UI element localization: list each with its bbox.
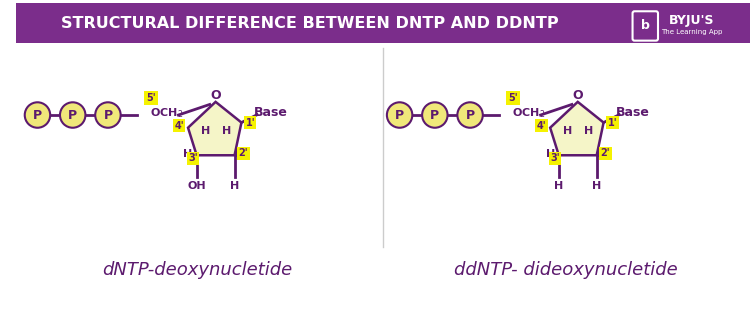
Text: 5': 5' bbox=[146, 93, 156, 103]
Text: O: O bbox=[572, 88, 583, 101]
Text: 5': 5' bbox=[509, 93, 518, 103]
Text: P: P bbox=[104, 109, 112, 122]
Text: 4': 4' bbox=[536, 121, 546, 131]
Text: BYJU'S: BYJU'S bbox=[668, 14, 714, 27]
Text: H: H bbox=[545, 148, 555, 158]
Polygon shape bbox=[188, 102, 242, 155]
Bar bbox=[16, 4, 750, 42]
Circle shape bbox=[458, 102, 483, 128]
Text: H: H bbox=[222, 126, 231, 136]
Text: OH: OH bbox=[188, 180, 206, 191]
Text: OCH$_2$: OCH$_2$ bbox=[150, 106, 183, 120]
Text: P: P bbox=[395, 109, 404, 122]
Text: H: H bbox=[592, 180, 602, 191]
Text: O: O bbox=[210, 88, 221, 101]
Circle shape bbox=[60, 102, 86, 128]
Text: H: H bbox=[235, 148, 244, 158]
Text: 1': 1' bbox=[245, 118, 255, 128]
FancyBboxPatch shape bbox=[632, 11, 658, 40]
Text: H: H bbox=[563, 126, 572, 136]
Circle shape bbox=[422, 102, 448, 128]
Text: 3': 3' bbox=[550, 153, 560, 163]
Text: Base: Base bbox=[254, 106, 288, 119]
Text: P: P bbox=[430, 109, 439, 122]
Text: P: P bbox=[68, 109, 77, 122]
Text: H: H bbox=[584, 126, 593, 136]
Text: H: H bbox=[184, 148, 193, 158]
Text: H: H bbox=[201, 126, 211, 136]
Text: Base: Base bbox=[616, 106, 650, 119]
Text: H: H bbox=[230, 180, 239, 191]
Text: 3': 3' bbox=[188, 153, 197, 163]
Text: P: P bbox=[466, 109, 475, 122]
Text: H: H bbox=[597, 148, 607, 158]
Text: 2': 2' bbox=[238, 148, 248, 158]
Polygon shape bbox=[550, 102, 604, 155]
Circle shape bbox=[95, 102, 121, 128]
Text: P: P bbox=[33, 109, 42, 122]
Text: STRUCTURAL DIFFERENCE BETWEEN DNTP AND DDNTP: STRUCTURAL DIFFERENCE BETWEEN DNTP AND D… bbox=[61, 16, 558, 30]
Text: dNTP-deoxynucletide: dNTP-deoxynucletide bbox=[102, 261, 292, 279]
Text: 2': 2' bbox=[601, 148, 610, 158]
Text: OCH$_2$: OCH$_2$ bbox=[512, 106, 545, 120]
Text: 4': 4' bbox=[175, 121, 184, 131]
Text: b: b bbox=[640, 19, 650, 32]
Text: H: H bbox=[554, 180, 563, 191]
Circle shape bbox=[387, 102, 412, 128]
Text: The Learning App: The Learning App bbox=[661, 29, 722, 35]
Text: 1': 1' bbox=[608, 118, 617, 128]
Text: ddNTP- dideoxynucletide: ddNTP- dideoxynucletide bbox=[454, 261, 678, 279]
Circle shape bbox=[25, 102, 50, 128]
